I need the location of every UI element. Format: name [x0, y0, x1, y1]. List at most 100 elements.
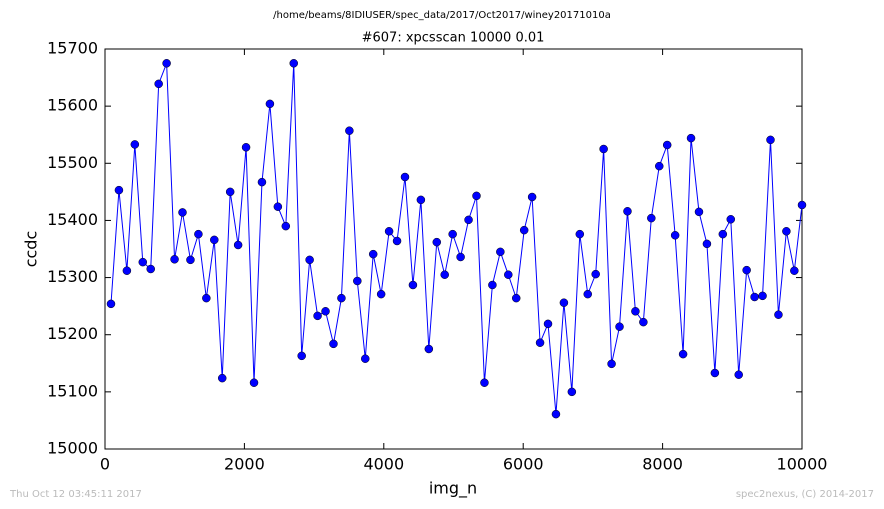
data-point — [170, 255, 179, 264]
data-point — [790, 266, 799, 275]
data-point — [313, 311, 322, 321]
data-point — [631, 307, 640, 316]
data-point — [615, 322, 624, 331]
data-point — [225, 187, 235, 197]
y-tick-label: 15500 — [47, 153, 98, 172]
x-tick-label: 10000 — [777, 455, 828, 474]
footer-right: spec2nexus, (C) 2014-2017 — [736, 489, 874, 500]
data-point — [106, 299, 116, 309]
y-tick-label: 15400 — [47, 210, 98, 229]
data-point — [408, 280, 418, 290]
data-point — [368, 249, 378, 259]
data-point — [424, 344, 434, 354]
data-point — [305, 255, 314, 265]
data-point — [337, 293, 346, 303]
data-point — [456, 252, 465, 262]
x-tick-label: 8000 — [642, 455, 683, 474]
data-point — [345, 126, 354, 135]
data-point — [138, 257, 148, 267]
data-point — [392, 236, 402, 246]
data-point — [504, 270, 513, 279]
data-point — [281, 221, 291, 231]
data-point — [114, 185, 124, 195]
data-point — [384, 227, 394, 236]
y-tick-label: 15600 — [47, 96, 98, 115]
data-point — [710, 368, 720, 378]
y-tick-label: 15700 — [47, 39, 98, 58]
data-point — [130, 140, 140, 149]
data-point — [448, 229, 457, 239]
data-point — [289, 59, 298, 68]
data-point — [257, 177, 267, 187]
data-point — [249, 378, 259, 387]
data-point — [702, 239, 712, 249]
data-point — [146, 264, 155, 274]
data-point — [583, 289, 592, 299]
data-point — [440, 270, 449, 279]
data-point — [464, 215, 473, 225]
data-point — [488, 280, 497, 290]
y-tick-label: 15100 — [47, 381, 98, 400]
data-line — [110, 63, 803, 415]
data-point — [361, 354, 370, 363]
data-point — [694, 207, 704, 217]
data-point — [519, 225, 529, 235]
x-tick-label: 0 — [100, 455, 110, 474]
data-point — [758, 291, 767, 301]
data-point — [623, 207, 632, 216]
data-point — [655, 161, 664, 171]
data-point — [321, 307, 330, 316]
data-point — [273, 202, 283, 211]
data-point — [162, 59, 171, 68]
data-point — [186, 255, 195, 265]
data-point — [480, 378, 489, 387]
data-point — [265, 99, 275, 109]
data-point — [329, 339, 338, 349]
data-point — [607, 359, 616, 369]
data-point — [551, 409, 561, 419]
data-point — [774, 310, 783, 319]
data-point — [241, 143, 251, 152]
footer-left: Thu Oct 12 03:45:11 2017 — [9, 489, 142, 500]
data-point — [678, 349, 688, 359]
data-point — [750, 292, 759, 302]
y-tick-label: 15200 — [47, 324, 98, 343]
data-point — [599, 144, 608, 154]
chart-title: #607: xpcsscan 10000 0.01 — [362, 31, 545, 46]
data-point — [639, 317, 648, 327]
data-point — [797, 200, 807, 210]
data-point — [535, 338, 545, 347]
data-point — [122, 266, 132, 275]
data-point — [718, 229, 728, 239]
y-tick-label: 15000 — [47, 439, 98, 458]
data-point — [210, 235, 219, 245]
data-point — [647, 213, 656, 223]
data-point — [766, 135, 775, 145]
data-point — [472, 191, 481, 201]
data-point — [567, 387, 577, 397]
data-point — [511, 293, 521, 303]
x-tick-label: 2000 — [224, 455, 265, 474]
suptitle: /home/beams/8IDIUSER/spec_data/2017/Oct2… — [273, 10, 611, 21]
data-point — [217, 373, 227, 383]
data-point — [726, 215, 736, 224]
data-point — [154, 79, 163, 89]
data-point — [400, 172, 410, 182]
data-point — [496, 247, 505, 257]
data-point — [297, 351, 306, 361]
x-axis-label: img_n — [429, 479, 477, 499]
data-point — [686, 133, 696, 143]
x-tick-label: 6000 — [503, 455, 544, 474]
data-point — [353, 276, 362, 286]
data-point — [178, 208, 187, 217]
data-point — [591, 269, 600, 279]
plot-frame — [104, 48, 803, 450]
data-point — [233, 240, 243, 250]
data-point — [559, 298, 569, 307]
data-point — [432, 237, 442, 247]
data-point — [575, 229, 585, 239]
data-point — [670, 231, 680, 240]
data-point — [782, 227, 791, 236]
